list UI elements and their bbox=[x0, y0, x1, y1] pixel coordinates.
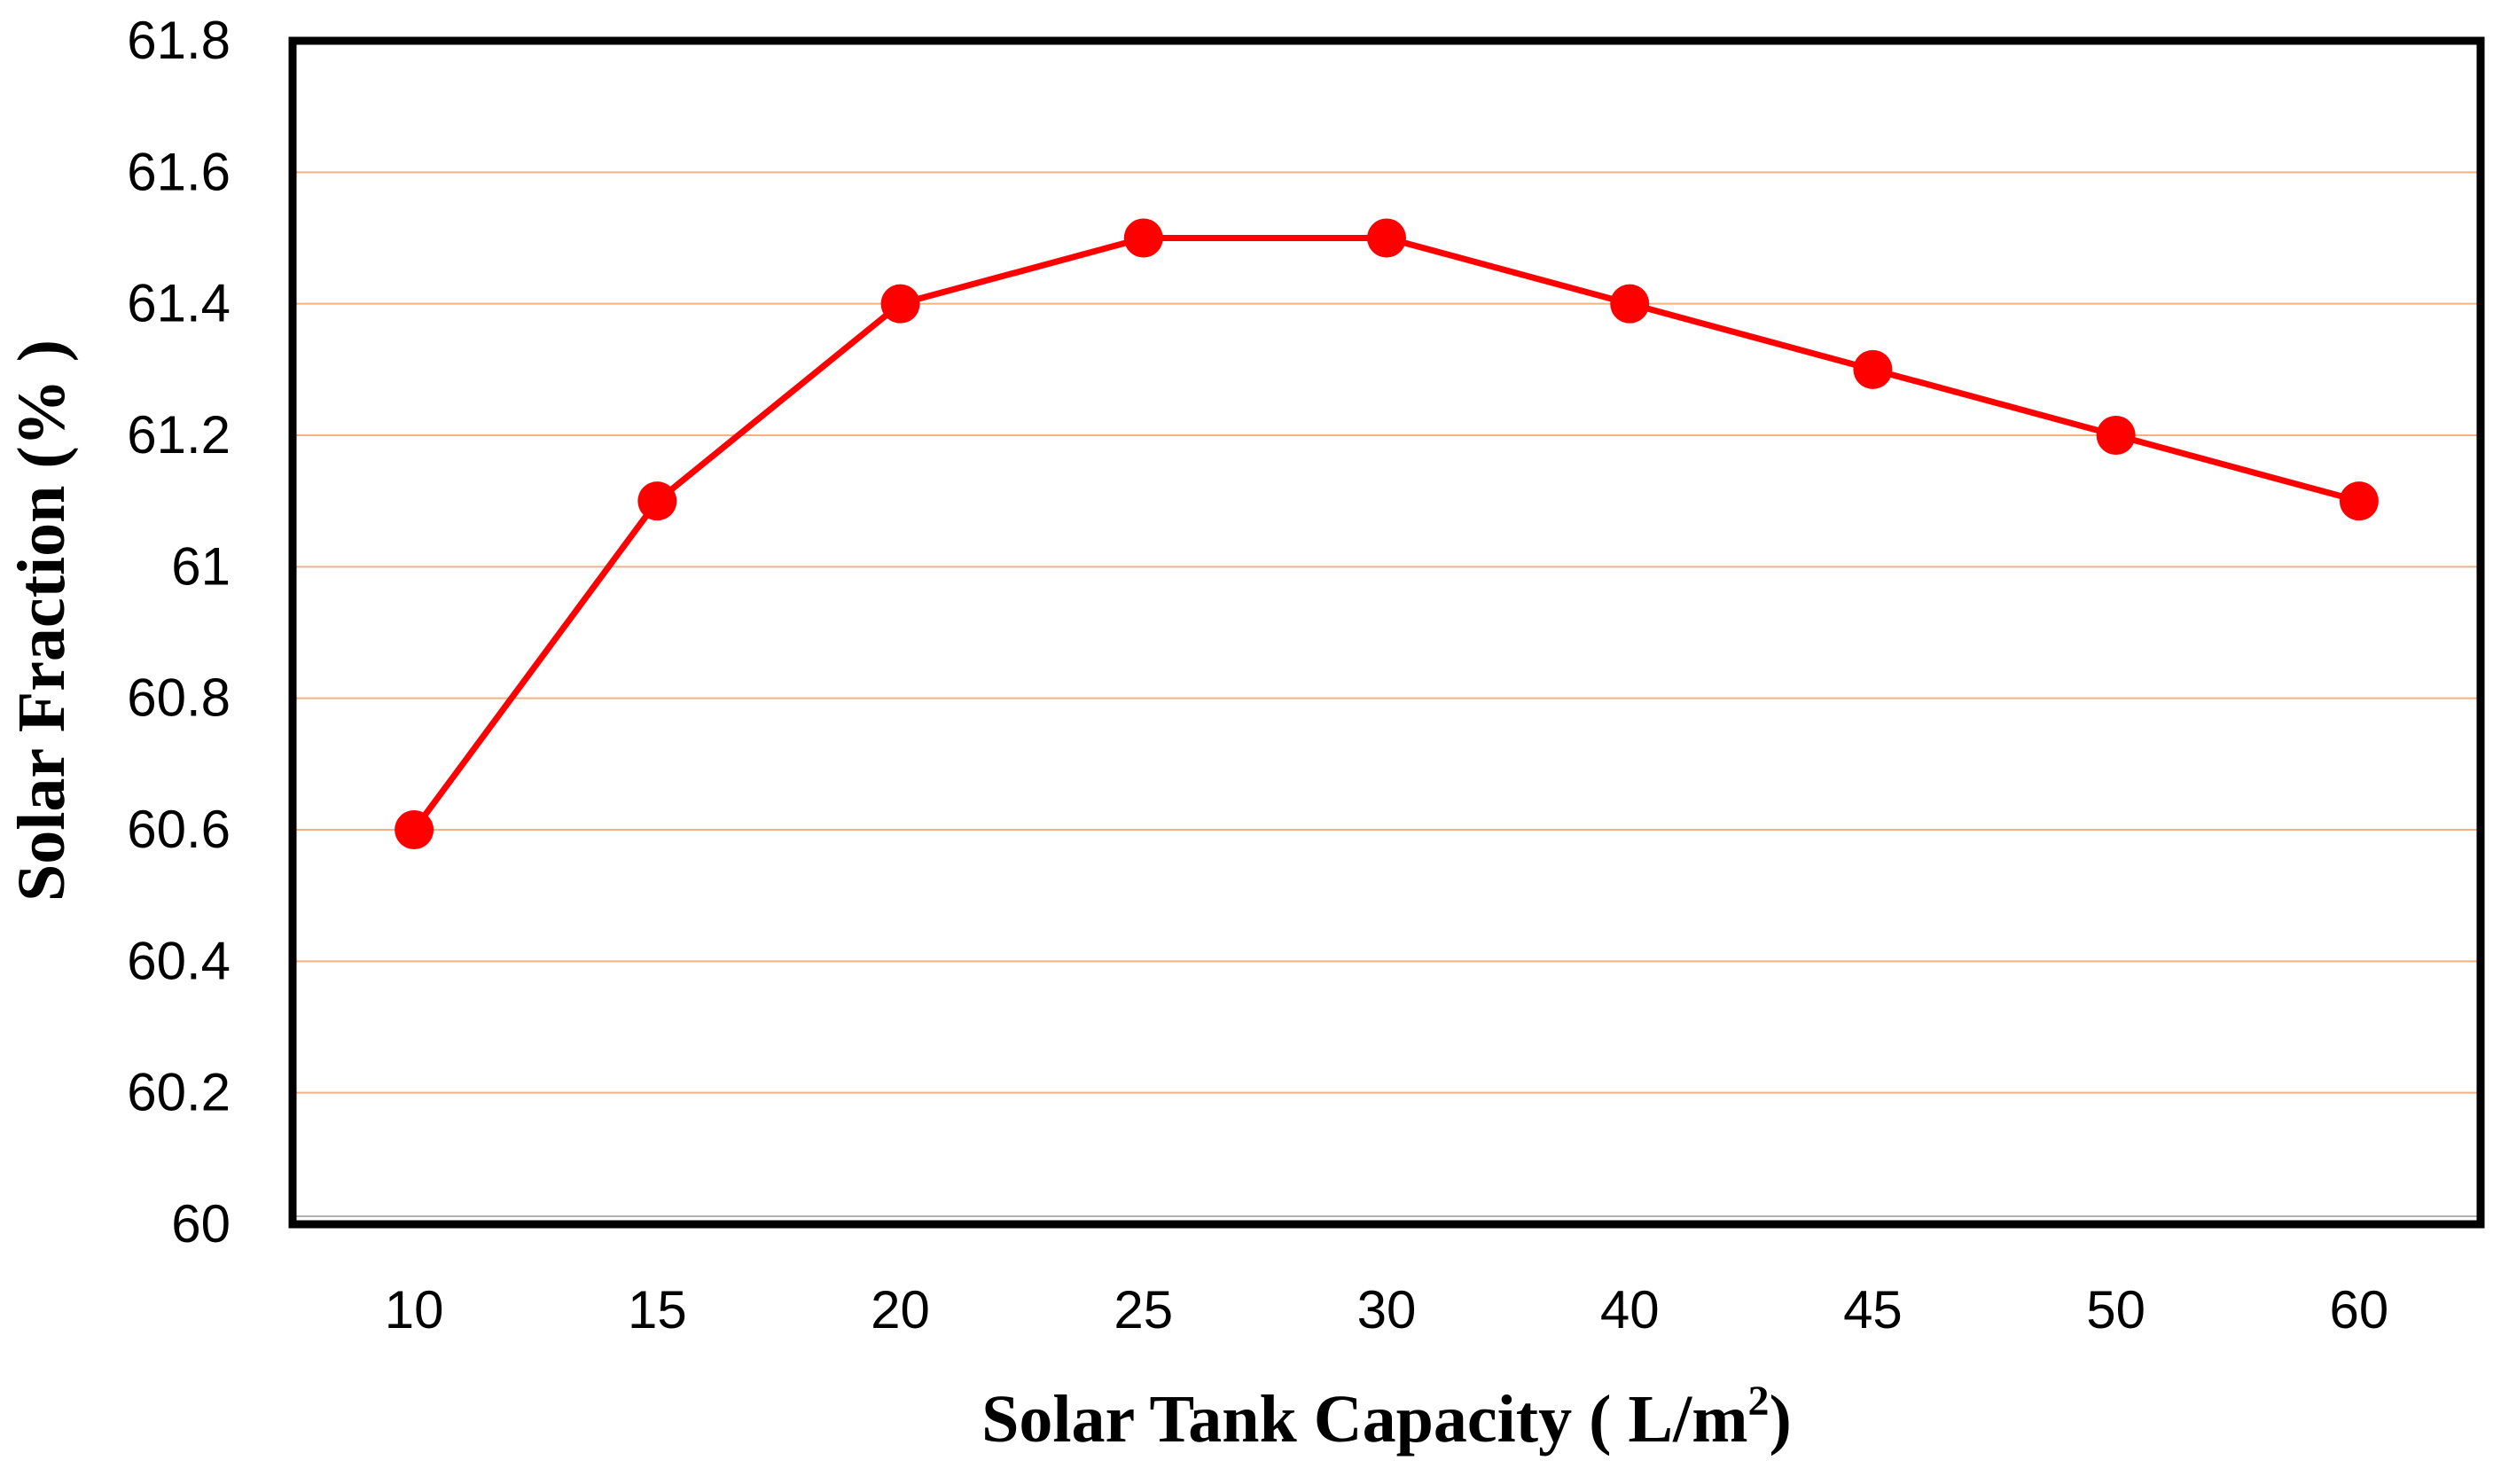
x-tick-label: 45 bbox=[1843, 1280, 1903, 1340]
data-point bbox=[1610, 284, 1650, 324]
x-tick-label: 50 bbox=[2086, 1280, 2145, 1340]
x-axis-ticks: 10 15 20 25 30 40 45 50 60 bbox=[385, 1280, 2389, 1340]
y-tick-label: 61.8 bbox=[127, 11, 231, 70]
data-point bbox=[1123, 218, 1163, 258]
y-tick-label: 60.6 bbox=[127, 800, 231, 859]
data-point bbox=[1367, 218, 1406, 258]
series-solar-fraction bbox=[395, 218, 2379, 849]
data-point bbox=[2339, 481, 2379, 521]
y-tick-label: 61.6 bbox=[127, 142, 231, 201]
x-tick-label: 60 bbox=[2330, 1280, 2389, 1340]
y-tick-label: 61.2 bbox=[127, 405, 231, 465]
x-tick-label: 15 bbox=[628, 1280, 687, 1340]
data-point bbox=[395, 810, 434, 849]
y-tick-label: 60.4 bbox=[127, 931, 231, 990]
y-tick-label: 60.2 bbox=[127, 1063, 231, 1122]
y-tick-label: 60.8 bbox=[127, 668, 231, 728]
x-tick-label: 40 bbox=[1600, 1280, 1660, 1340]
x-tick-label: 25 bbox=[1114, 1280, 1173, 1340]
x-tick-label: 30 bbox=[1357, 1280, 1417, 1340]
data-point bbox=[1853, 349, 1893, 389]
plot-frame bbox=[288, 36, 2485, 1229]
series-line bbox=[411, 235, 2360, 832]
x-tick-label: 20 bbox=[871, 1280, 930, 1340]
y-tick-label: 61 bbox=[171, 536, 231, 596]
y-axis-ticks: 60 60.2 60.4 60.6 60.8 61 61.2 61.4 61.6 61.8 bbox=[127, 11, 231, 1254]
data-point bbox=[880, 284, 920, 324]
gridlines bbox=[293, 171, 2481, 1217]
y-tick-label: 61.4 bbox=[127, 274, 231, 333]
x-tick-label: 10 bbox=[385, 1280, 444, 1340]
x-axis-title: Solar Tank Capacity ( L/m2) bbox=[981, 1378, 1792, 1457]
data-point bbox=[637, 481, 677, 521]
data-point bbox=[2096, 416, 2136, 455]
y-axis-title: Solar Fraction (% ) bbox=[4, 340, 79, 902]
y-tick-label: 60 bbox=[171, 1194, 231, 1254]
